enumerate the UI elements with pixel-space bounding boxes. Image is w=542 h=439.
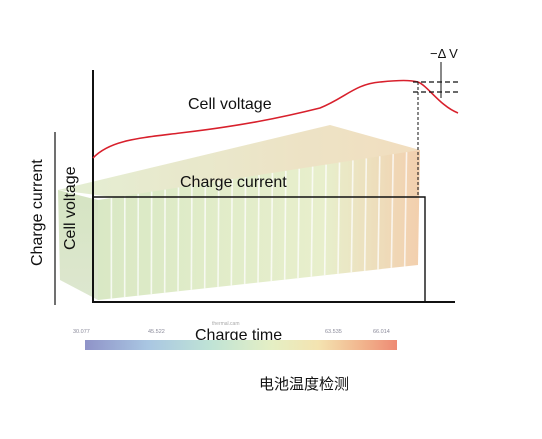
cell-separator [217, 181, 220, 287]
cell-separator [243, 177, 247, 284]
x-axis-label: Charge time [195, 327, 282, 344]
cell-separator [323, 164, 327, 276]
color-scale-bar [85, 340, 397, 350]
delta-v-label: −Δ V [430, 46, 458, 61]
watermark-text: thermal.cam [212, 321, 240, 327]
cell-separator [337, 162, 341, 274]
cell-separator [390, 154, 394, 268]
caption: 电池温度检测 [259, 376, 349, 393]
y-axis-cell-voltage-label: Cell voltage [62, 166, 79, 250]
cell-separator [203, 183, 207, 289]
cell-separator [297, 168, 301, 279]
scale-tick-1: 45.522 [148, 329, 165, 335]
cell-separator [190, 185, 193, 290]
scale-tick-0: 30.077 [73, 329, 90, 335]
cell-separator [257, 174, 260, 283]
cell-separator [310, 166, 314, 277]
pack-top-face [58, 125, 420, 200]
cell-separator [177, 187, 180, 292]
cell-separator [403, 152, 408, 267]
battery-pack-thermal-image [58, 125, 420, 300]
cell-separator [377, 156, 381, 270]
cell-separator [350, 160, 354, 273]
thermal-color-scale: 30.077 45.522 63.535 66.014 thermal.cam [73, 321, 397, 350]
scale-tick-2: 63.535 [325, 329, 342, 335]
pack-left-face [58, 190, 98, 300]
cell-separator [270, 172, 274, 282]
charge-current-curve [93, 196, 426, 302]
y-axis-charge-current-label: Charge current [29, 159, 46, 266]
scale-tick-3: 66.014 [373, 329, 390, 335]
cell-separator [230, 179, 233, 286]
cell-separator [283, 170, 287, 280]
cell-separator [363, 158, 368, 271]
cell-voltage-label: Cell voltage [188, 96, 272, 113]
charge-current-label: Charge current [180, 174, 287, 191]
